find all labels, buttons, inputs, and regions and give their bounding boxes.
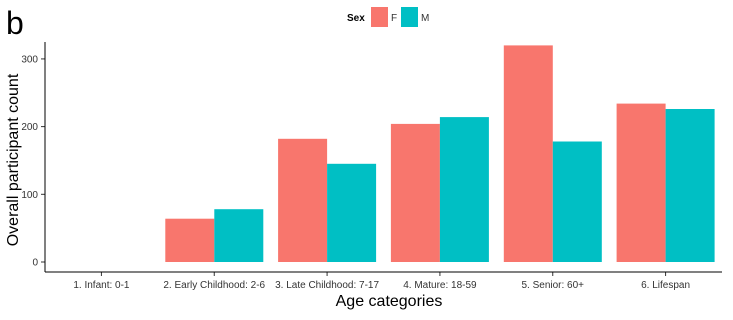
bar-f-3 [278, 138, 328, 262]
y-ticks-group: 0 100 200 300 [21, 54, 45, 269]
bar-f-4 [390, 123, 440, 263]
y-tick-label: 300 [21, 54, 38, 65]
bar-m-6 [665, 109, 715, 262]
x-tick-label: 5. Senior: 60+ [521, 280, 584, 291]
legend-label-f: F [391, 13, 397, 24]
bar-m-4 [439, 117, 489, 262]
x-ticks-group: 1. Infant: 0-1 2. Early Childhood: 2-6 3. … [73, 272, 690, 291]
x-tick-label: 6. Lifespan [641, 280, 690, 291]
legend-key-m [401, 7, 418, 27]
y-axis-title: Overall participant count [5, 73, 22, 246]
x-axis-title: Age categories [336, 293, 443, 310]
x-tick-label: 4. Mature: 18-59 [403, 280, 477, 291]
bar-m-3 [327, 163, 377, 262]
bar-f-2 [165, 218, 215, 262]
x-tick-label: 3. Late Childhood: 7-17 [275, 280, 379, 291]
legend-label-m: M [421, 13, 429, 24]
bar-f-6 [616, 103, 666, 262]
bar-m-2 [214, 209, 264, 262]
y-tick-label: 200 [21, 122, 38, 133]
bar-f-5 [503, 45, 553, 263]
x-tick-label: 1. Infant: 0-1 [73, 280, 130, 291]
x-tick-label: 2. Early Childhood: 2-6 [163, 280, 265, 291]
legend-title: Sex [347, 13, 365, 24]
y-tick-label: 0 [32, 258, 38, 269]
bar-m-5 [552, 141, 602, 262]
legend-key-f [371, 7, 388, 27]
y-tick-label: 100 [21, 190, 38, 201]
panel-label: b [6, 5, 24, 41]
legend: Sex F M [347, 7, 429, 27]
bars-group [165, 45, 715, 263]
